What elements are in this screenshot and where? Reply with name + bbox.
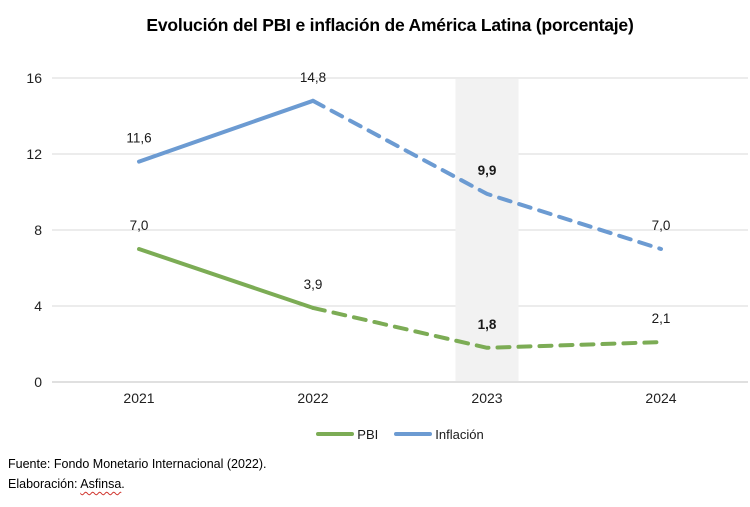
- series-line-inflación-solid: [137, 98, 315, 164]
- highlight-band-2023: [455, 79, 519, 381]
- y-tick-label-12: 12: [26, 146, 42, 162]
- data-label-inflación-2023: 9,9: [478, 163, 497, 178]
- source-note: Fuente: Fondo Monetario Internacional (2…: [8, 457, 267, 471]
- x-tick-label-2023: 2023: [471, 390, 502, 406]
- elaboration-suffix: .: [121, 477, 125, 491]
- series-line-pbi-dashed: [311, 305, 663, 350]
- legend-label-pbi: PBI: [357, 426, 379, 442]
- elaboration-prefix: Elaboración:: [8, 477, 81, 491]
- data-label-pbi-2022: 3,9: [304, 277, 323, 292]
- chart-legend: PBI Inflación: [52, 424, 748, 444]
- series-line-pbi-solid: [137, 247, 315, 310]
- data-label-pbi-2023: 1,8: [478, 317, 497, 332]
- legend-item-pbi: PBI: [316, 427, 378, 442]
- x-tick-label-2021: 2021: [123, 390, 154, 406]
- y-tick-label-0: 0: [34, 374, 42, 390]
- elaboration-name: Asfinsa: [80, 477, 122, 491]
- data-label-pbi-2024: 2,1: [652, 311, 671, 326]
- series-line-inflación-dashed: [311, 98, 663, 251]
- data-label-pbi-2021: 7,0: [130, 218, 149, 233]
- legend-item-inflación: Inflación: [394, 426, 484, 442]
- chart-footer: Fuente: Fondo Monetario Internacional (2…: [8, 454, 267, 494]
- elaboration-note: Elaboración: Asfinsa.: [8, 474, 267, 494]
- legend-swatch-inflación: [394, 432, 433, 436]
- x-tick-label-2024: 2024: [645, 390, 676, 406]
- data-label-inflación-2024: 7,0: [652, 218, 671, 233]
- data-label-inflación-2021: 11,6: [126, 131, 151, 146]
- data-label-inflación-2022: 14,8: [300, 70, 326, 85]
- chart-title: Evolución del PBI e inflación de América…: [146, 15, 634, 35]
- y-tick-label-8: 8: [34, 222, 42, 238]
- y-tick-label-16: 16: [26, 70, 42, 86]
- x-tick-label-2022: 2022: [297, 390, 328, 406]
- y-tick-label-4: 4: [34, 298, 42, 314]
- legend-swatch-pbi: [316, 432, 355, 436]
- legend-label-inflación: Inflación: [435, 426, 484, 442]
